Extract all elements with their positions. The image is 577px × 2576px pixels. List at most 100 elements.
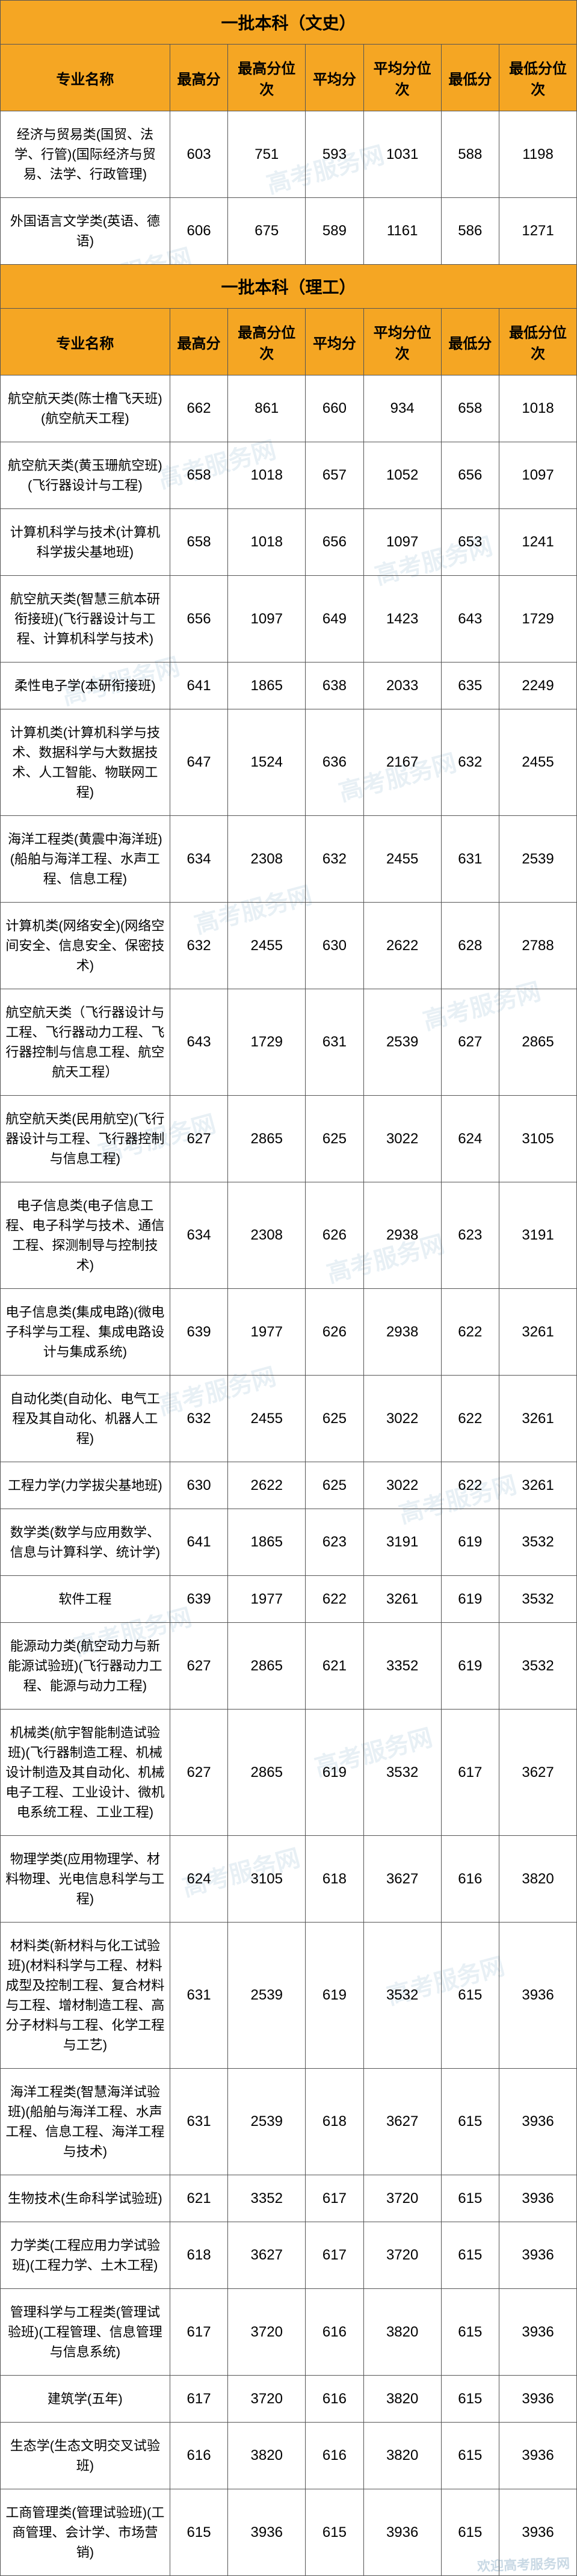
table-row: 海洋工程类(黄震中海洋班)(船舶与海洋工程、水声工程、信息工程)63423086… xyxy=(1,816,577,903)
major-cell: 电子信息类(集成电路)(微电子科学与工程、集成电路设计与集成系统) xyxy=(1,1289,170,1376)
max-score: 641 xyxy=(170,663,228,709)
min-rank: 2455 xyxy=(499,709,577,816)
min-rank: 3936 xyxy=(499,2423,577,2489)
avg-score: 649 xyxy=(306,576,364,663)
avg-score: 631 xyxy=(306,989,364,1096)
table-row: 柔性电子学(本研衔接班)641186563820336352249 xyxy=(1,663,577,709)
min-rank: 3936 xyxy=(499,2222,577,2289)
min-score: 615 xyxy=(441,2489,499,2576)
max-score: 617 xyxy=(170,2289,228,2376)
table-row: 计算机类(计算机科学与技术、数据科学与大数据技术、人工智能、物联网工程)6471… xyxy=(1,709,577,816)
max-rank: 3936 xyxy=(228,2489,306,2576)
major-cell: 材料类(新材料与化工试验班)(材料科学与工程、材料成型及控制工程、复合材料与工程… xyxy=(1,1923,170,2069)
column-header: 最高分 xyxy=(170,45,228,111)
max-score: 634 xyxy=(170,816,228,903)
avg-rank: 3627 xyxy=(363,2069,441,2175)
min-rank: 3936 xyxy=(499,2175,577,2222)
section-title: 一批本科（文史） xyxy=(1,1,577,45)
table-row: 经济与贸易类(国贸、法学、行管)(国际经济与贸易、法学、行政管理)6037515… xyxy=(1,111,577,198)
column-header: 平均分 xyxy=(306,309,364,375)
max-rank: 3720 xyxy=(228,2376,306,2423)
avg-rank: 1031 xyxy=(363,111,441,198)
min-score: 632 xyxy=(441,709,499,816)
max-score: 639 xyxy=(170,1289,228,1376)
min-score: 615 xyxy=(441,2175,499,2222)
column-header: 最高分位次 xyxy=(228,45,306,111)
avg-score: 625 xyxy=(306,1096,364,1182)
major-cell: 计算机类(网络安全)(网络空间安全、信息安全、保密技术) xyxy=(1,903,170,989)
max-score: 641 xyxy=(170,1509,228,1576)
min-score: 588 xyxy=(441,111,499,198)
table-row: 工程力学(力学拔尖基地班)630262262530226223261 xyxy=(1,1462,577,1509)
table-row: 管理科学与工程类(管理试验班)(工程管理、信息管理与信息系统)617372061… xyxy=(1,2289,577,2376)
avg-score: 660 xyxy=(306,375,364,442)
min-score: 619 xyxy=(441,1509,499,1576)
min-score: 619 xyxy=(441,1576,499,1623)
avg-score: 616 xyxy=(306,2423,364,2489)
avg-score: 621 xyxy=(306,1623,364,1710)
max-score: 618 xyxy=(170,2222,228,2289)
column-header: 最低分位次 xyxy=(499,45,577,111)
max-rank: 1977 xyxy=(228,1289,306,1376)
avg-score: 619 xyxy=(306,1710,364,1836)
avg-score: 623 xyxy=(306,1509,364,1576)
major-cell: 管理科学与工程类(管理试验班)(工程管理、信息管理与信息系统) xyxy=(1,2289,170,2376)
major-cell: 物理学类(应用物理学、材料物理、光电信息科学与工程) xyxy=(1,1836,170,1923)
avg-score: 657 xyxy=(306,442,364,509)
min-score: 622 xyxy=(441,1462,499,1509)
min-rank: 2539 xyxy=(499,816,577,903)
table-row: 航空航天类(智慧三航本研衔接班)(飞行器设计与工程、计算机科学与技术)65610… xyxy=(1,576,577,663)
avg-rank: 3022 xyxy=(363,1096,441,1182)
max-score: 631 xyxy=(170,2069,228,2175)
min-score: 616 xyxy=(441,1836,499,1923)
max-score: 627 xyxy=(170,1623,228,1710)
avg-rank: 2033 xyxy=(363,663,441,709)
min-rank: 3820 xyxy=(499,1836,577,1923)
major-cell: 航空航天类(民用航空)(飞行器设计与工程、飞行器控制与信息工程) xyxy=(1,1096,170,1182)
avg-score: 615 xyxy=(306,2489,364,2576)
avg-rank: 2167 xyxy=(363,709,441,816)
min-score: 627 xyxy=(441,989,499,1096)
min-rank: 3261 xyxy=(499,1376,577,1462)
table-row: 电子信息类(电子信息工程、电子科学与技术、通信工程、探测制导与控制技术)6342… xyxy=(1,1182,577,1289)
avg-rank: 3261 xyxy=(363,1576,441,1623)
avg-rank: 3936 xyxy=(363,2489,441,2576)
max-score: 616 xyxy=(170,2423,228,2489)
major-cell: 海洋工程类(智慧海洋试验班)(船舶与海洋工程、水声工程、信息工程、海洋工程与技术… xyxy=(1,2069,170,2175)
table-row: 建筑学(五年)617372061638206153936 xyxy=(1,2376,577,2423)
avg-rank: 1161 xyxy=(363,198,441,265)
min-score: 624 xyxy=(441,1096,499,1182)
major-cell: 计算机科学与技术(计算机科学拔尖基地班) xyxy=(1,509,170,576)
min-score: 623 xyxy=(441,1182,499,1289)
major-cell: 生物技术(生命科学试验班) xyxy=(1,2175,170,2222)
table-row: 计算机科学与技术(计算机科学拔尖基地班)65810186561097653124… xyxy=(1,509,577,576)
avg-score: 626 xyxy=(306,1182,364,1289)
table-row: 软件工程639197762232616193532 xyxy=(1,1576,577,1623)
min-rank: 1271 xyxy=(499,198,577,265)
table-row: 电子信息类(集成电路)(微电子科学与工程、集成电路设计与集成系统)6391977… xyxy=(1,1289,577,1376)
max-rank: 3720 xyxy=(228,2289,306,2376)
major-cell: 航空航天类(黄玉珊航空班)(飞行器设计与工程) xyxy=(1,442,170,509)
table-row: 自动化类(自动化、电气工程及其自动化、机器人工程)632245562530226… xyxy=(1,1376,577,1462)
min-rank: 3936 xyxy=(499,1923,577,2069)
max-rank: 1018 xyxy=(228,442,306,509)
section-title: 一批本科（理工） xyxy=(1,265,577,309)
avg-score: 616 xyxy=(306,2289,364,2376)
min-score: 586 xyxy=(441,198,499,265)
avg-rank: 2622 xyxy=(363,903,441,989)
max-rank: 2865 xyxy=(228,1710,306,1836)
min-score: 617 xyxy=(441,1710,499,1836)
avg-score: 617 xyxy=(306,2175,364,2222)
max-rank: 2455 xyxy=(228,1376,306,1462)
min-score: 635 xyxy=(441,663,499,709)
column-header: 最高分 xyxy=(170,309,228,375)
max-score: 630 xyxy=(170,1462,228,1509)
max-score: 627 xyxy=(170,1096,228,1182)
min-score: 622 xyxy=(441,1289,499,1376)
avg-rank: 3820 xyxy=(363,2376,441,2423)
avg-rank: 3022 xyxy=(363,1376,441,1462)
major-cell: 自动化类(自动化、电气工程及其自动化、机器人工程) xyxy=(1,1376,170,1462)
major-cell: 外国语言文学类(英语、德语) xyxy=(1,198,170,265)
min-score: 628 xyxy=(441,903,499,989)
min-rank: 1018 xyxy=(499,375,577,442)
